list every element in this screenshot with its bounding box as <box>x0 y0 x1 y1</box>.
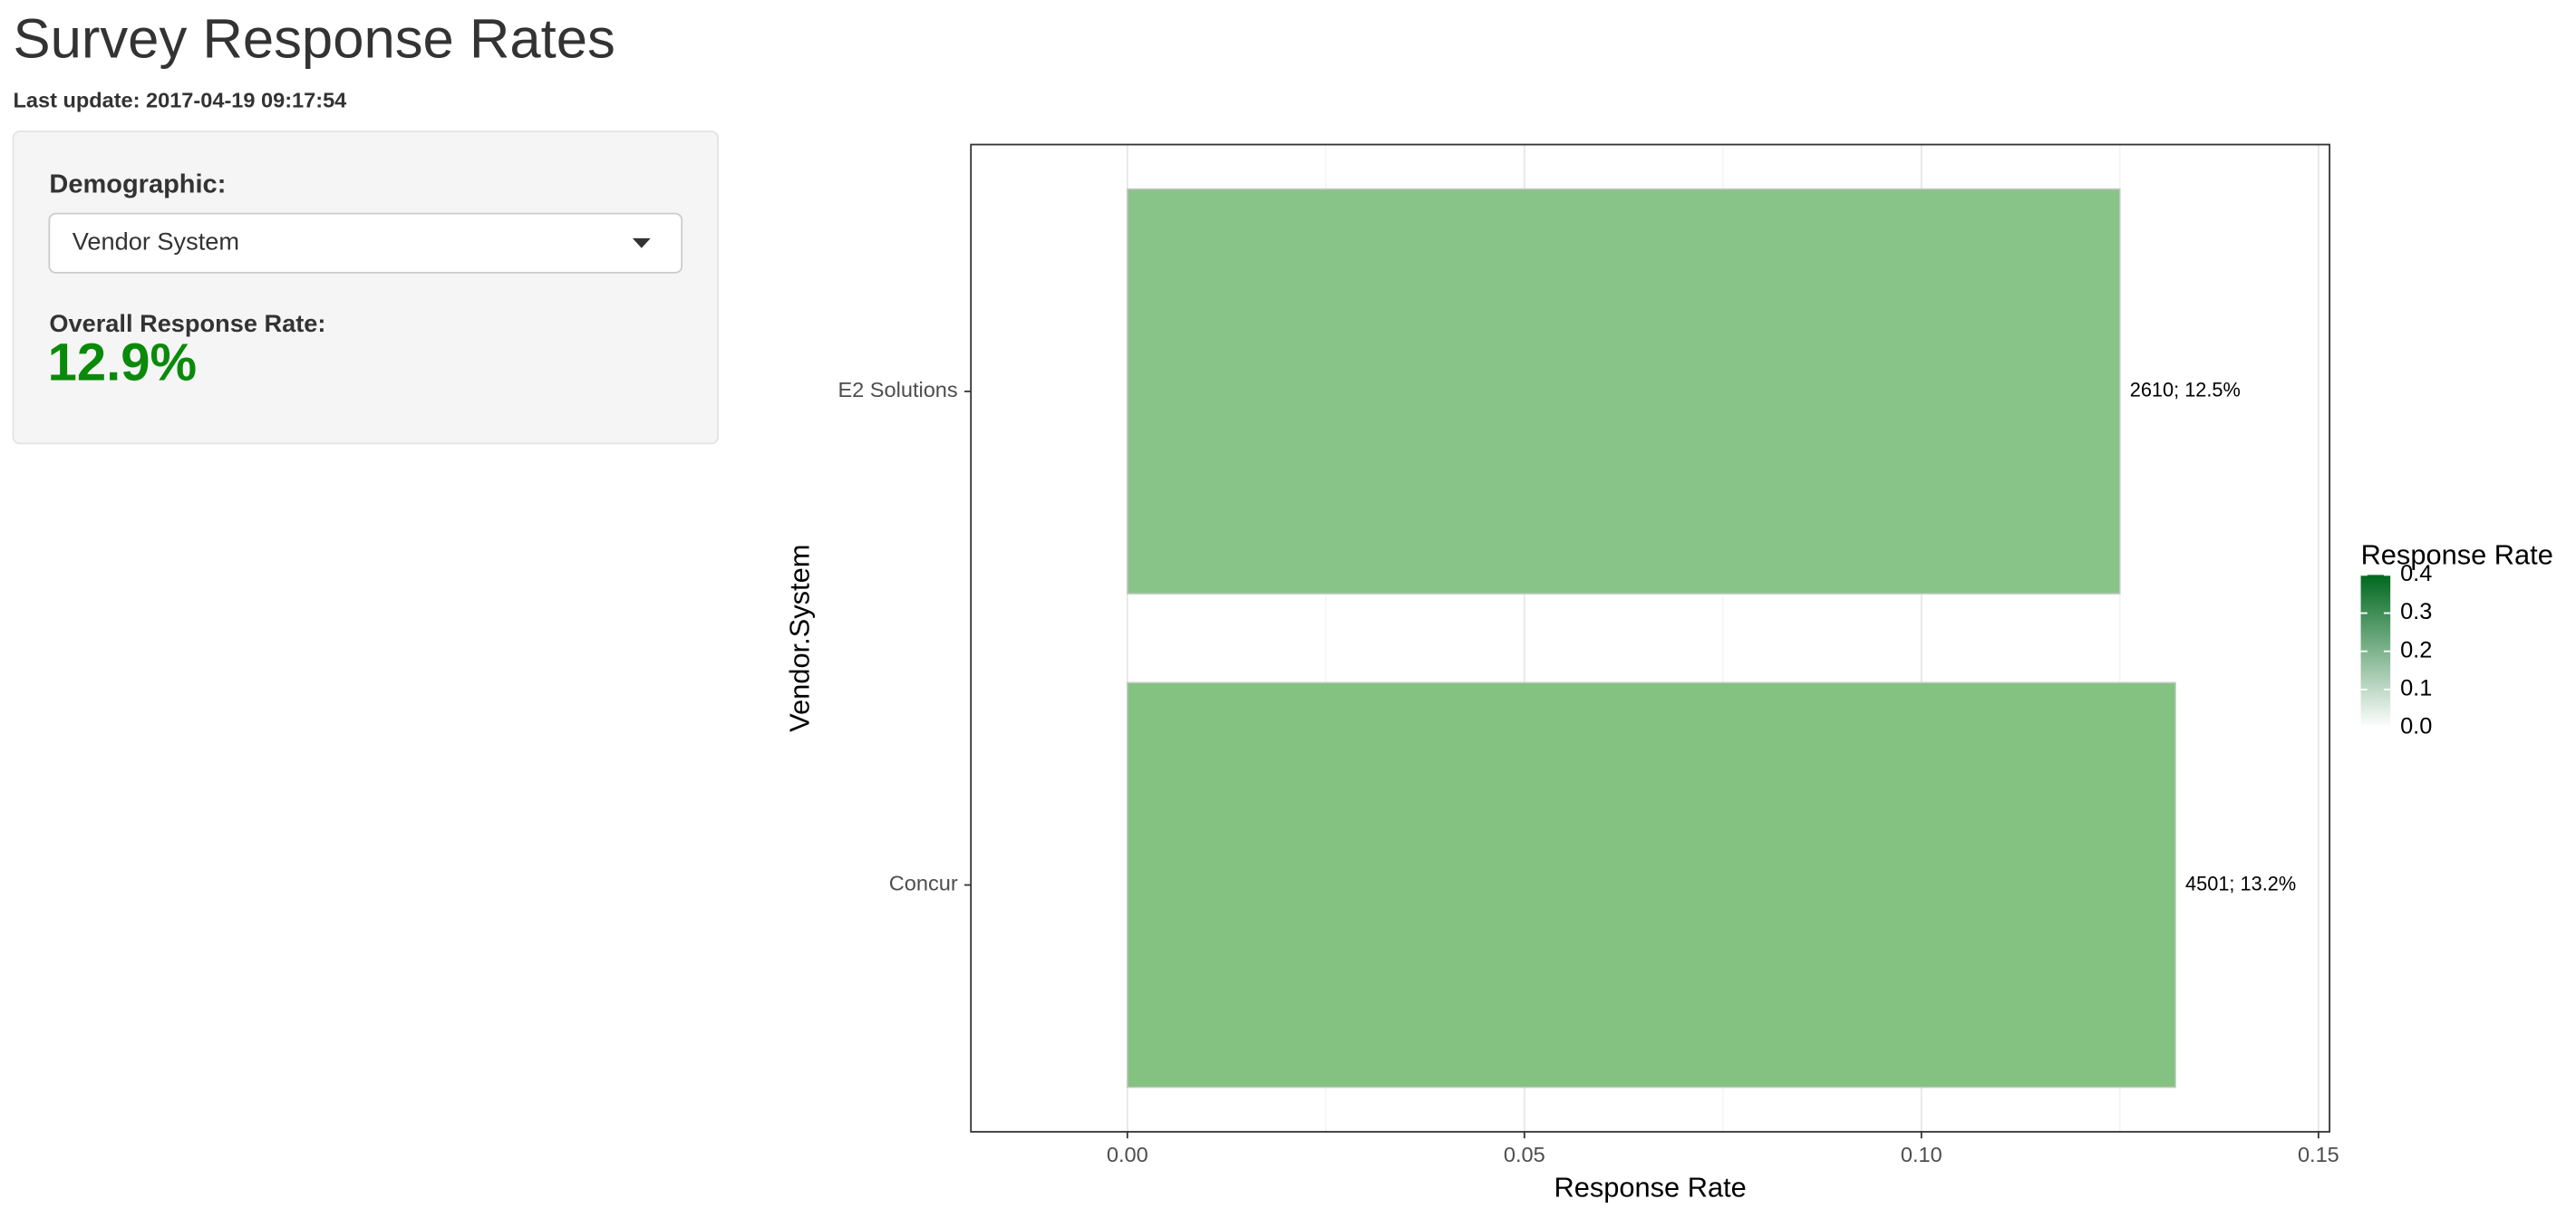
y-tick-label: E2 Solutions <box>838 378 957 401</box>
last-update: Last update: 2017-04-19 09:17:54 <box>14 89 347 112</box>
overall-label: Overall Response Rate: <box>49 309 325 337</box>
data-label: 2610; 12.5% <box>2130 379 2241 401</box>
legend-tick-label: 0.2 <box>2400 637 2432 662</box>
demographic-select[interactable] <box>48 212 683 274</box>
x-tick-label: 0.00 <box>1107 1143 1148 1166</box>
y-tick-label: Concur <box>889 872 958 895</box>
bar <box>1127 682 2176 1088</box>
overall-value: 12.9% <box>48 334 197 392</box>
demographic-selected[interactable]: Vendor System <box>73 227 239 255</box>
bar <box>1127 188 2121 595</box>
x-tick-label: 0.05 <box>1504 1143 1545 1166</box>
demographic-label: Demographic: <box>49 169 226 198</box>
sidebar-panel <box>12 131 719 445</box>
page-title: Survey Response Rates <box>14 7 615 70</box>
legend-tick-label: 0.0 <box>2400 714 2432 740</box>
legend-tick-label: 0.3 <box>2400 599 2432 624</box>
plot-border <box>970 143 2331 1133</box>
x-axis-title: Response Rate <box>1554 1171 1747 1203</box>
y-axis-title: Vendor.System <box>784 545 816 732</box>
dropdown-arrow[interactable] <box>632 237 651 248</box>
legend-title: Response Rate <box>2361 539 2553 571</box>
legend-tick-label: 0.1 <box>2400 676 2432 701</box>
x-tick-label: 0.15 <box>2298 1143 2339 1166</box>
legend-tick-label: 0.4 <box>2400 561 2432 586</box>
x-tick-label: 0.10 <box>1901 1143 1942 1166</box>
data-label: 4501; 13.2% <box>2185 872 2296 894</box>
